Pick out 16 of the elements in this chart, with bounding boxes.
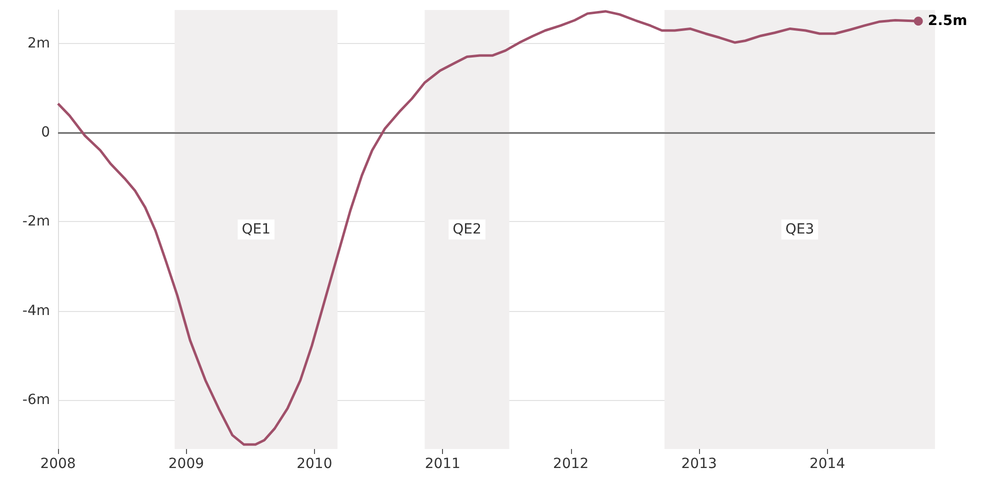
y-tick-label: -6m [22,392,50,408]
y-tick-label: -4m [22,302,50,319]
y-tick-label: 2m [27,35,50,52]
x-tick-label: 2010 [296,456,332,472]
band-label: QE1 [242,222,270,238]
x-tick-label: 2009 [168,456,204,472]
x-tick-label: 2008 [40,456,76,472]
band-label: QE2 [452,222,482,238]
x-tick-label: 2011 [424,456,460,472]
data-label: 2.5m [928,13,968,30]
band-label: QE3 [785,222,814,238]
y-tick-label: -2m [22,214,50,230]
x-tick-label: 2014 [809,456,846,472]
x-tick-label: 2013 [681,456,717,472]
y-tick-label: 0 [41,124,50,141]
x-tick-label: 2012 [553,456,589,472]
